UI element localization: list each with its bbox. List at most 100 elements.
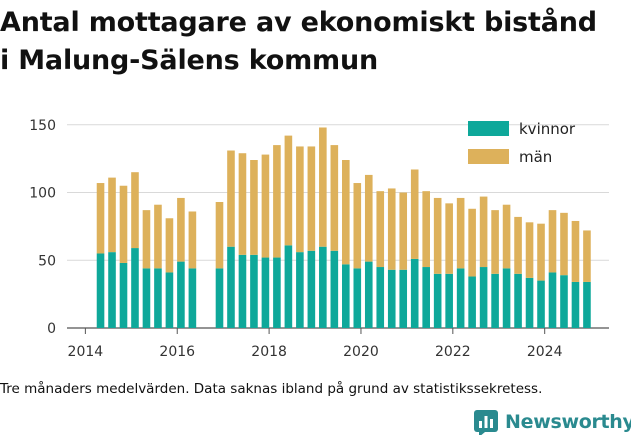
y-tick-label: 50 <box>38 253 56 269</box>
newsworthy-logo: Newsworthy <box>473 408 631 436</box>
bar-man <box>307 146 316 251</box>
bar-man <box>142 210 151 269</box>
chart-caption: Tre månaders medelvärden. Data saknas ib… <box>0 381 543 397</box>
x-tick-label: 2020 <box>343 344 379 360</box>
bar-kvinnor <box>261 257 270 328</box>
bar-man <box>108 177 116 253</box>
bar-man <box>119 185 128 263</box>
bar-man <box>342 160 350 265</box>
bar-kvinnor <box>177 261 185 328</box>
bar-man <box>215 202 224 269</box>
bar-man <box>177 197 185 262</box>
bar-kvinnor <box>96 253 105 328</box>
bar-man <box>456 197 465 269</box>
y-axis-tick-labels: 0 50 100 150 <box>29 118 56 337</box>
bar-kvinnor <box>273 257 281 328</box>
bar-man <box>376 191 385 268</box>
bar-man <box>284 135 293 246</box>
bar-man <box>319 127 327 247</box>
bar-man <box>165 218 174 273</box>
bar-kvinnor <box>433 273 442 328</box>
x-axis: 2014 2016 2018 2020 2022 2024 <box>68 328 563 360</box>
bar-man <box>525 222 534 278</box>
x-tick-label: 2024 <box>527 344 563 360</box>
bar-man <box>154 204 162 269</box>
bar-kvinnor <box>250 254 258 328</box>
y-tick-label: 150 <box>29 118 56 134</box>
bar-kvinnor <box>583 281 591 328</box>
bar-kvinnor <box>188 268 197 328</box>
bar-kvinnor <box>330 250 339 328</box>
bar-kvinnor <box>548 272 557 328</box>
bar-kvinnor <box>571 281 580 328</box>
bar-kvinnor <box>296 252 304 328</box>
bar-kvinnor <box>491 273 499 328</box>
bar-man <box>188 211 197 269</box>
bar-man <box>445 203 453 274</box>
bar-kvinnor <box>410 258 419 328</box>
bar-kvinnor <box>502 268 511 328</box>
bar-man <box>560 212 568 276</box>
bar-man <box>399 192 408 270</box>
bar-kvinnor <box>376 267 385 328</box>
bar-kvinnor <box>422 267 430 328</box>
bar-kvinnor <box>119 262 128 328</box>
bar-kvinnor <box>399 269 408 328</box>
y-tick-label: 100 <box>29 186 56 202</box>
bar-man <box>433 197 442 274</box>
bar-kvinnor <box>456 268 465 328</box>
bar-kvinnor <box>238 254 247 328</box>
x-tick-label: 2014 <box>68 344 104 360</box>
x-tick-label: 2016 <box>159 344 195 360</box>
bar-man <box>238 153 247 255</box>
bar-man <box>410 169 419 259</box>
bar-kvinnor <box>284 245 293 328</box>
bar-man <box>571 220 580 282</box>
bar-kvinnor <box>154 268 162 328</box>
legend-label-man: män <box>519 148 552 166</box>
bars <box>96 127 591 328</box>
bar-kvinnor <box>364 261 373 328</box>
bar-man <box>514 216 522 274</box>
bar-kvinnor <box>560 275 568 328</box>
bar-kvinnor <box>525 277 534 328</box>
bar-kvinnor <box>227 246 235 328</box>
legend-label-kvinnor: kvinnor <box>519 120 576 138</box>
bar-man <box>330 145 339 251</box>
legend-swatch-kvinnor <box>468 121 509 136</box>
bar-kvinnor <box>514 273 522 328</box>
bar-man <box>422 191 430 268</box>
bar-man <box>227 150 235 247</box>
bar-kvinnor <box>468 276 476 328</box>
bar-man <box>353 183 362 269</box>
bar-kvinnor <box>307 250 316 328</box>
bar-man <box>537 223 545 281</box>
bar-man <box>468 208 476 277</box>
bar-kvinnor <box>108 252 116 328</box>
y-tick-label: 0 <box>47 321 56 337</box>
logo-text: Newsworthy <box>505 411 631 433</box>
bar-chart-logo-icon <box>474 410 498 435</box>
bar-man <box>502 204 511 269</box>
bar-kvinnor <box>131 248 139 328</box>
bar-man <box>273 145 281 258</box>
chart-title-line-1: Antal mottagare av ekonomiskt bistånd <box>0 7 597 38</box>
bar-man <box>131 172 139 249</box>
chart-title-line-2: i Malung-Sälens kommun <box>0 45 378 76</box>
bar-man <box>364 174 373 262</box>
bar-man <box>491 210 499 274</box>
bar-man <box>261 154 270 258</box>
bar-kvinnor <box>479 267 488 328</box>
x-tick-label: 2018 <box>251 344 287 360</box>
bar-kvinnor <box>319 246 327 328</box>
bar-man <box>583 230 591 282</box>
x-tick-label: 2022 <box>435 344 471 360</box>
legend-swatch-man <box>468 149 509 164</box>
bar-kvinnor <box>342 264 350 328</box>
bar-kvinnor <box>165 272 174 328</box>
bar-kvinnor <box>142 268 151 328</box>
bar-man <box>96 183 105 254</box>
bar-man <box>250 160 258 255</box>
bar-man <box>387 188 396 270</box>
